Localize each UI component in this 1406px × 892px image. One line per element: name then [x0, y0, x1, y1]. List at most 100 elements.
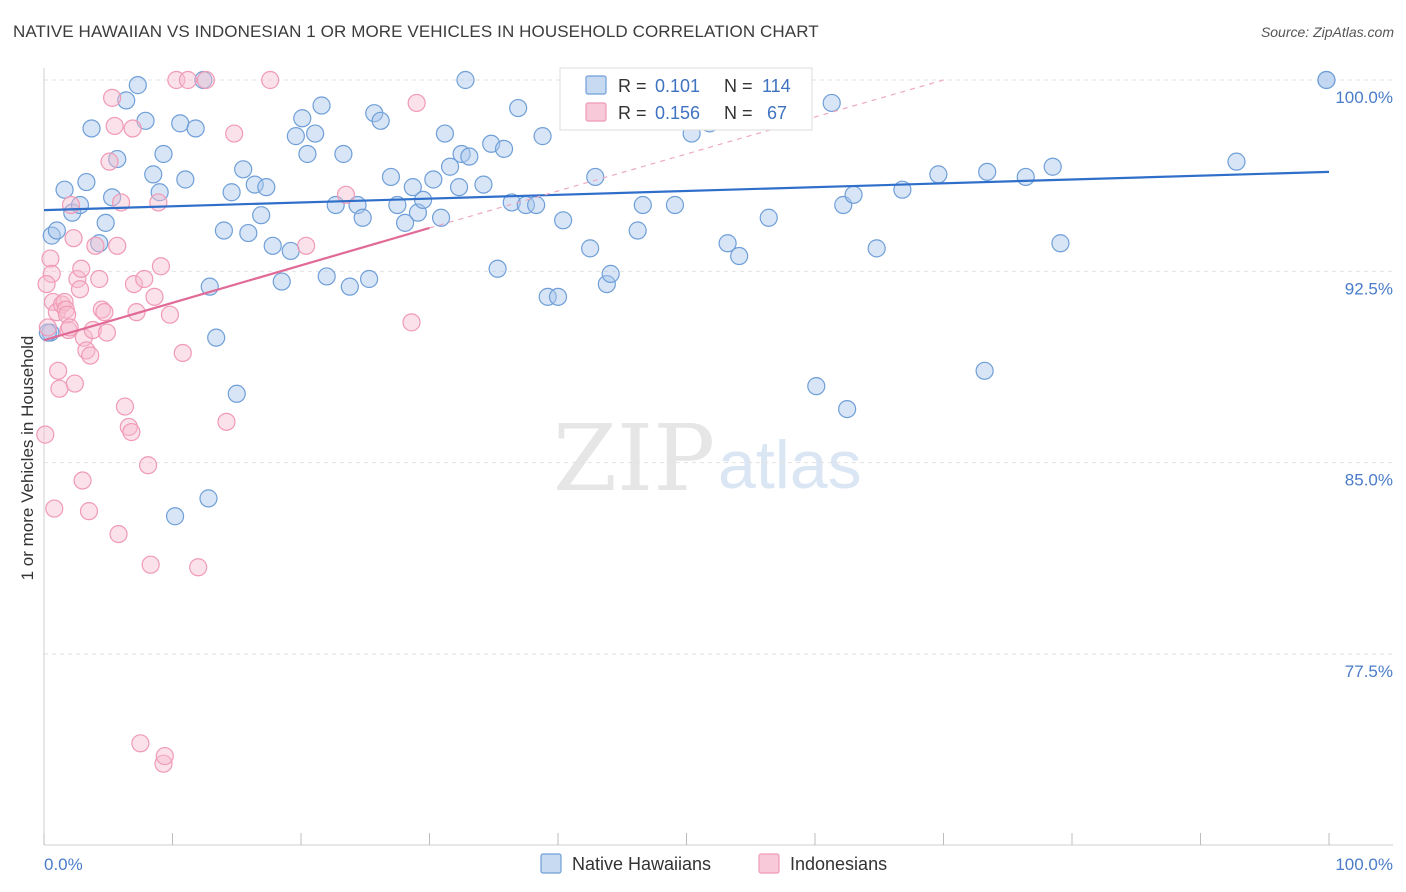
point-native-hawaiians	[82, 119, 101, 138]
point-indonesians	[160, 305, 180, 324]
watermark-atlas: atlas	[718, 427, 862, 503]
point-native-hawaiians	[867, 239, 886, 258]
point-indonesians	[151, 257, 171, 276]
point-native-hawaiians	[144, 165, 163, 184]
point-indonesians	[64, 229, 83, 248]
trend-lines	[43, 79, 1330, 342]
point-native-hawaiians	[628, 221, 647, 240]
point-native-hawaiians	[488, 259, 507, 278]
point-native-hawaiians	[186, 119, 205, 138]
point-native-hawaiians	[395, 213, 415, 232]
series-indonesians	[36, 70, 426, 773]
point-native-hawaiians	[633, 195, 652, 215]
point-indonesians	[115, 397, 135, 416]
point-indonesians	[90, 269, 109, 289]
point-native-hawaiians	[286, 127, 305, 146]
point-native-hawaiians	[252, 206, 271, 225]
point-native-hawaiians	[96, 213, 115, 232]
point-native-hawaiians	[424, 170, 443, 189]
point-native-hawaiians	[214, 221, 233, 240]
point-indonesians	[155, 746, 174, 766]
point-indonesians	[122, 422, 141, 442]
point-native-hawaiians	[759, 208, 778, 227]
point-indonesians	[119, 417, 138, 437]
correlation-legend: R = 0.101 N = 114 R = 0.156 N = 67	[559, 67, 813, 131]
point-indonesians	[108, 236, 127, 255]
point-native-hawaiians	[440, 157, 460, 176]
point-indonesians	[141, 555, 160, 574]
point-indonesians	[217, 412, 236, 431]
point-native-hawaiians	[281, 241, 300, 261]
point-indonesians	[70, 280, 90, 299]
point-native-hawaiians	[263, 236, 282, 255]
point-indonesians	[97, 323, 117, 342]
point-indonesians	[131, 734, 150, 753]
point-native-hawaiians	[360, 269, 379, 289]
point-native-hawaiians	[975, 361, 994, 380]
point-native-hawaiians	[381, 167, 401, 187]
source-label: Source: ZipAtlas.com	[1260, 24, 1394, 40]
point-indonesians	[36, 425, 55, 444]
point-native-hawaiians	[165, 507, 185, 526]
point-indonesians	[49, 361, 68, 380]
point-native-hawaiians	[929, 165, 948, 184]
point-indonesians	[37, 274, 56, 294]
y-tick-label: 100.0%	[1335, 88, 1393, 107]
point-native-hawaiians	[312, 96, 331, 115]
x-axis-ticks	[43, 833, 1330, 845]
point-native-hawaiians	[597, 274, 616, 294]
point-indonesians	[145, 287, 164, 306]
point-indonesians	[138, 456, 158, 475]
point-native-hawaiians	[460, 147, 479, 166]
legend-r-value-pink: 0.156	[655, 103, 700, 123]
point-indonesians	[178, 70, 198, 90]
point-indonesians	[79, 502, 99, 521]
point-indonesians	[109, 524, 128, 544]
point-native-hawaiians	[431, 208, 451, 227]
watermark-zip: ZIP	[553, 405, 715, 512]
point-indonesians	[72, 259, 91, 278]
point-native-hawaiians	[533, 127, 552, 146]
point-native-hawaiians	[978, 162, 997, 181]
point-native-hawaiians	[548, 287, 568, 306]
point-native-hawaiians	[176, 170, 195, 189]
point-native-hawaiians	[1016, 167, 1035, 187]
point-native-hawaiians	[509, 98, 528, 118]
trend-line-native-hawaiians	[43, 170, 1330, 212]
trend-line-indonesians	[43, 226, 430, 342]
point-indonesians	[73, 471, 92, 490]
point-native-hawaiians	[435, 124, 455, 143]
point-native-hawaiians	[838, 399, 857, 419]
point-indonesians	[261, 70, 280, 90]
point-indonesians	[336, 185, 356, 204]
legend-r-label-pink: R =	[618, 103, 647, 123]
point-native-hawaiians	[340, 277, 359, 296]
point-native-hawaiians	[272, 272, 291, 291]
point-native-hawaiians	[207, 328, 226, 347]
point-native-hawaiians	[171, 114, 190, 133]
point-indonesians	[407, 93, 426, 113]
point-native-hawaiians	[298, 144, 317, 164]
point-native-hawaiians	[403, 178, 422, 197]
point-native-hawaiians	[239, 223, 258, 243]
point-indonesians	[105, 116, 124, 136]
point-indonesians	[173, 343, 192, 363]
point-native-hawaiians	[371, 111, 390, 130]
point-native-hawaiians	[306, 124, 325, 143]
point-native-hawaiians	[227, 384, 246, 403]
point-native-hawaiians	[474, 175, 493, 194]
point-native-hawaiians	[117, 91, 136, 110]
point-native-hawaiians	[494, 139, 514, 158]
point-native-hawaiians	[55, 180, 74, 199]
point-native-hawaiians	[42, 226, 61, 245]
point-native-hawaiians	[154, 144, 173, 164]
point-native-hawaiians	[586, 167, 605, 187]
x-tick-label-min: 0.0%	[44, 855, 83, 874]
point-native-hawaiians	[245, 175, 264, 194]
point-indonesians	[81, 346, 100, 365]
point-native-hawaiians	[1227, 152, 1246, 171]
legend-r-value-blue: 0.101	[655, 76, 700, 96]
point-native-hawaiians	[257, 178, 276, 197]
point-indonesians	[189, 558, 208, 577]
